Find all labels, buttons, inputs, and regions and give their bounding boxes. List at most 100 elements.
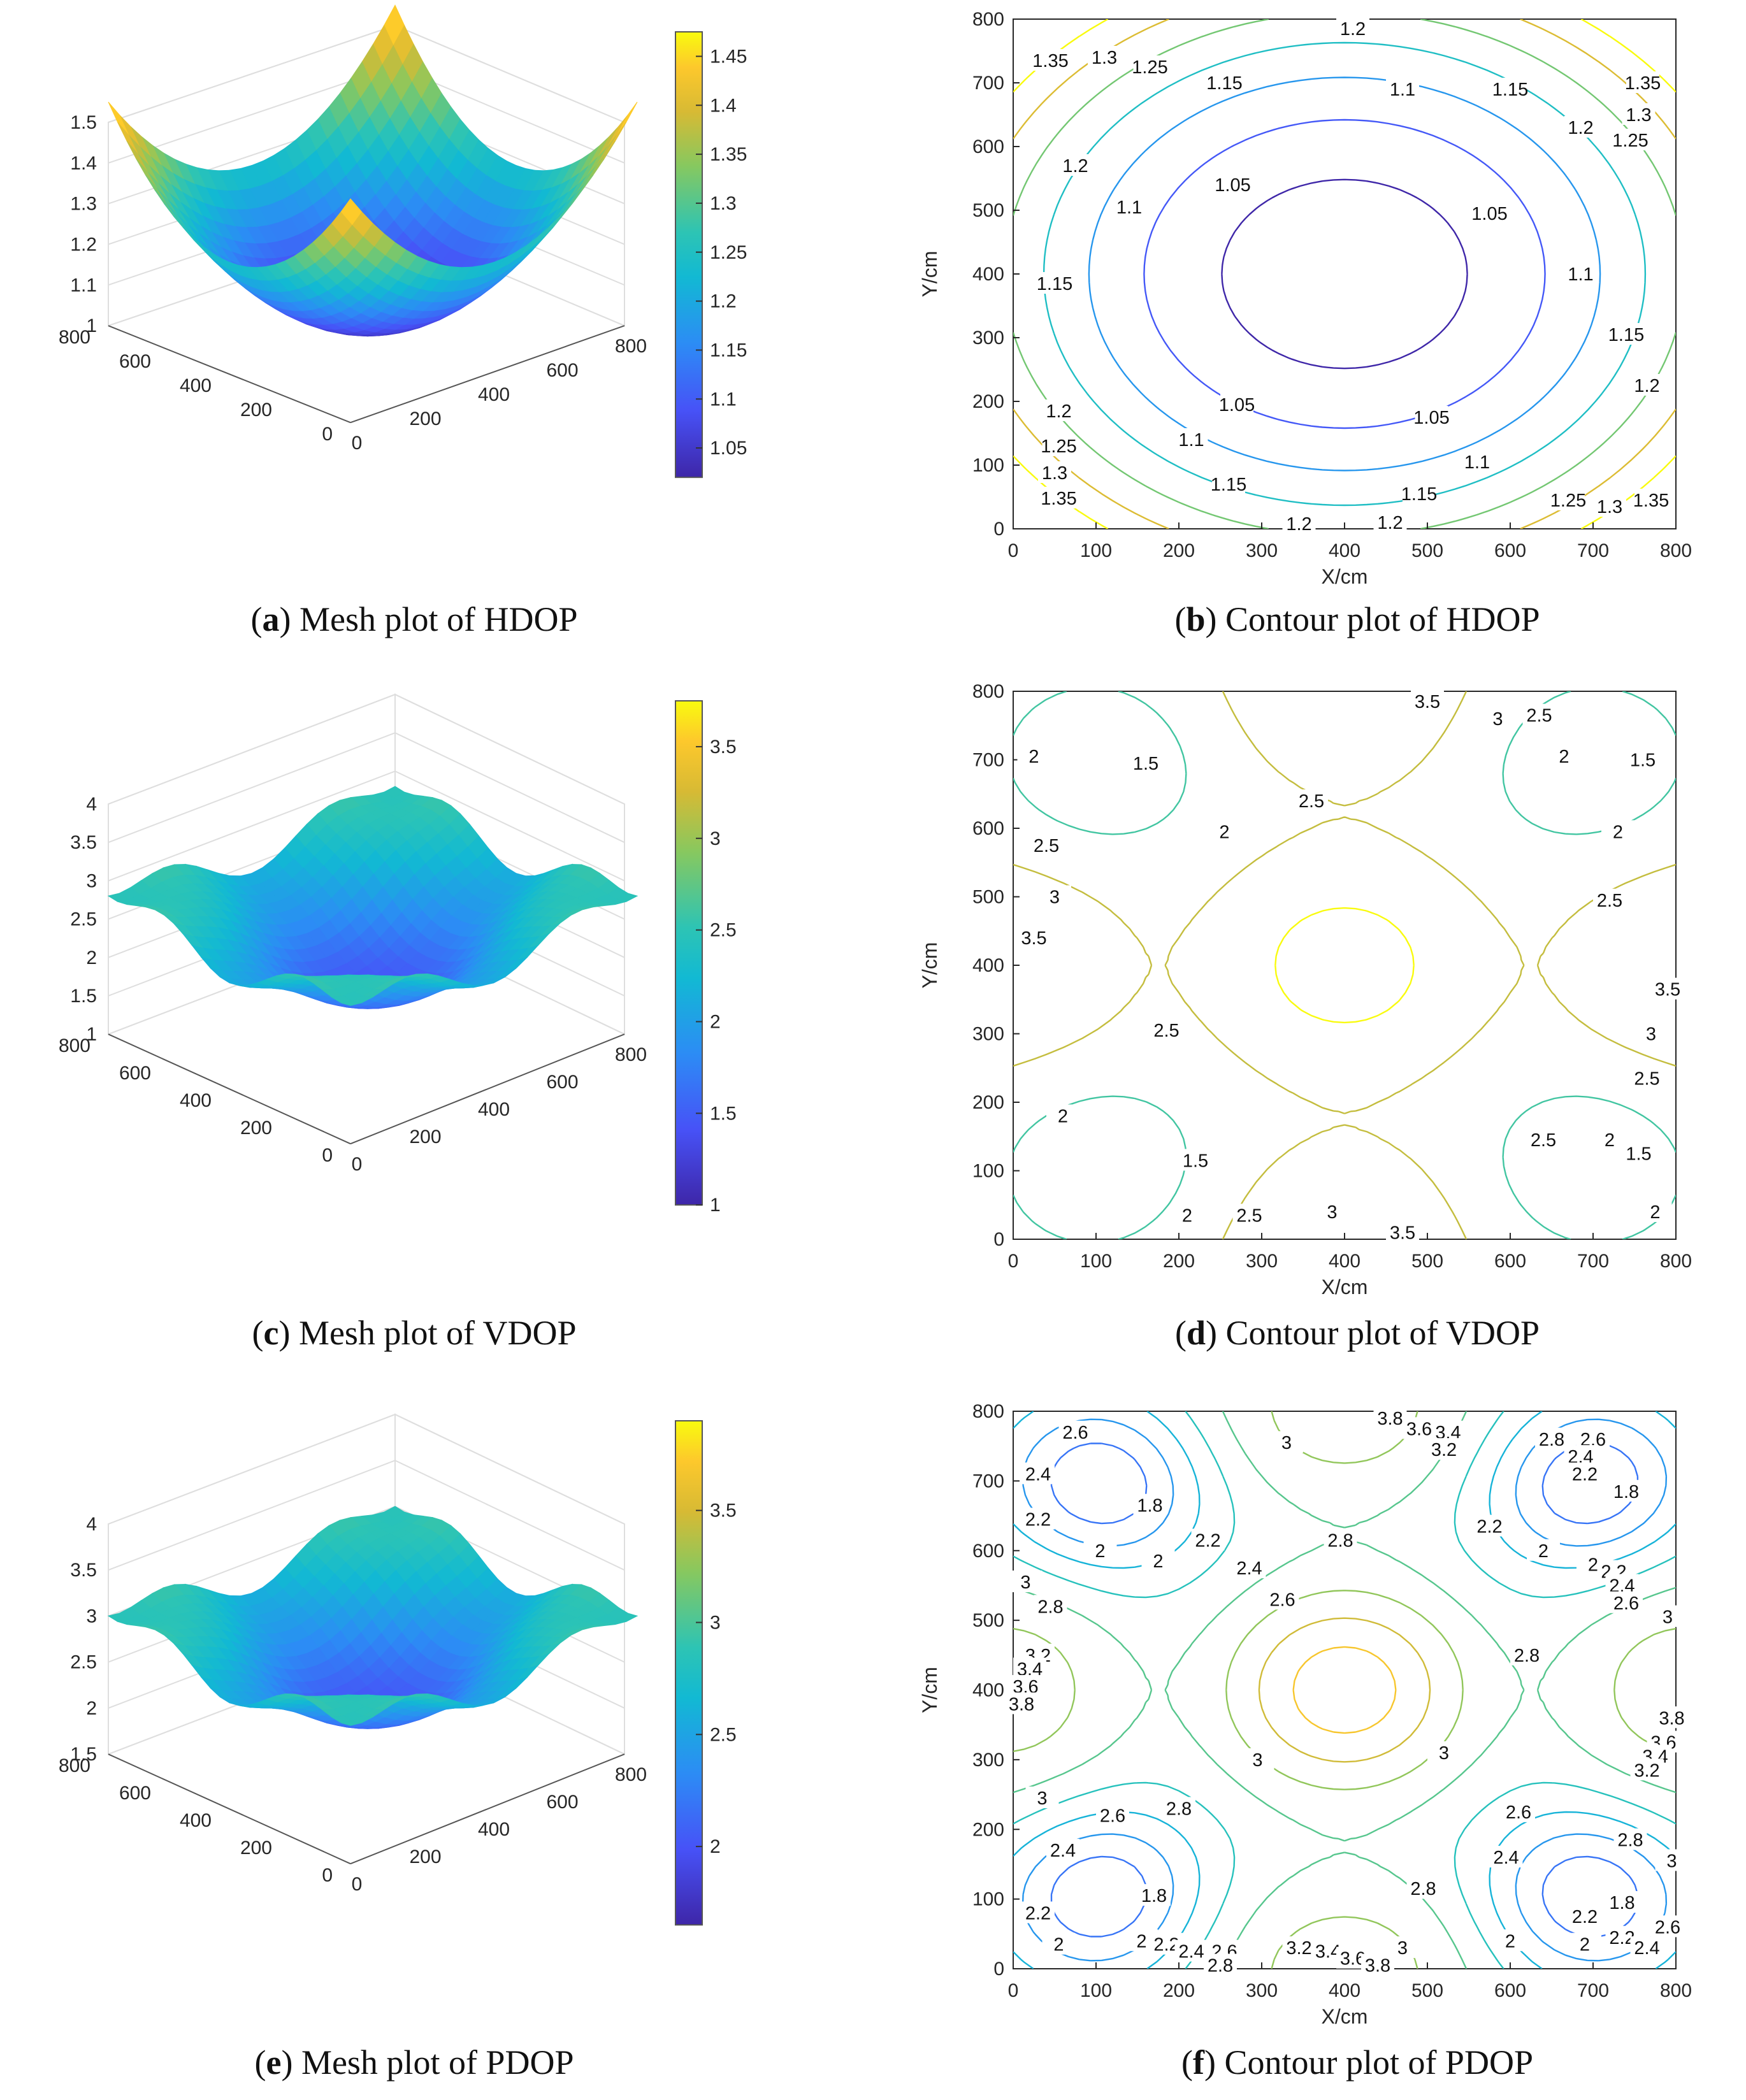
contour-label-bg bbox=[1038, 885, 1071, 907]
contour-label: 1.05 bbox=[1413, 408, 1449, 428]
x-axis-label: X/cm bbox=[1322, 2005, 1368, 2028]
y-tick-label: 200 bbox=[972, 1092, 1004, 1113]
colorbar-tick-label: 2.5 bbox=[710, 1724, 737, 1745]
x-tick-label: 600 bbox=[1494, 540, 1526, 561]
contour-label: 3 bbox=[1037, 1788, 1047, 1809]
colorbar-tick-label: 3 bbox=[710, 1612, 721, 1633]
contour-label: 3 bbox=[1252, 1750, 1262, 1771]
contour-label: 3 bbox=[1020, 1572, 1030, 1593]
contour-label-bg bbox=[1133, 55, 1167, 77]
contour-label-bg bbox=[1593, 888, 1626, 910]
contour-label: 1.2 bbox=[1340, 19, 1366, 40]
y-tick-label: 0 bbox=[322, 1865, 333, 1886]
caption-paren-open: ( bbox=[1174, 600, 1186, 638]
contour-label-bg bbox=[1058, 154, 1092, 176]
y-tick-label: 600 bbox=[972, 818, 1004, 839]
contour-label: 2.8 bbox=[1208, 1956, 1233, 1976]
y-tick-label: 300 bbox=[972, 1024, 1004, 1045]
x-tick-label: 500 bbox=[1411, 1251, 1443, 1272]
contour-label: 2 bbox=[1605, 1130, 1615, 1151]
contour-label-bg bbox=[1021, 1507, 1055, 1530]
z-tick-label: 2.5 bbox=[70, 1652, 97, 1673]
contour-label-bg bbox=[1593, 1128, 1626, 1151]
contour-label: 1.35 bbox=[1633, 491, 1669, 511]
contour-label-bg bbox=[1610, 1591, 1643, 1613]
contour-label: 1.15 bbox=[1037, 274, 1072, 294]
y-tick-label: 200 bbox=[240, 1118, 272, 1139]
y-tick-label: 0 bbox=[322, 424, 333, 445]
contour-label-bg bbox=[1270, 1431, 1303, 1453]
y-tick-label: 300 bbox=[972, 1750, 1004, 1771]
z-tick-label: 1.3 bbox=[70, 194, 97, 215]
contour-label-bg bbox=[1613, 1828, 1647, 1850]
mesh-plot-a: 1 1.1 1.2 1.3 1.4 1.5 0 200 400 600 800 0 200 400 600 8… bbox=[59, 4, 747, 478]
surface-patch bbox=[341, 1000, 362, 1006]
contour-label-bg bbox=[1527, 1539, 1560, 1561]
contour-label: 2.8 bbox=[1514, 1646, 1540, 1666]
contour-level bbox=[1221, 178, 1468, 370]
contour-label-bg bbox=[1030, 833, 1063, 856]
contour-label: 1.25 bbox=[1132, 57, 1167, 78]
contour-label: 1.15 bbox=[1492, 80, 1528, 100]
contour-label-bg bbox=[1216, 173, 1250, 195]
colorbar-tick-label: 1 bbox=[710, 1195, 721, 1216]
contour-label: 2 bbox=[1153, 1551, 1163, 1572]
contour-label: 1.8 bbox=[1137, 1496, 1162, 1516]
contour-label-bg bbox=[1212, 473, 1245, 494]
z-tick-label: 1.4 bbox=[70, 153, 97, 174]
contour-label: 2.8 bbox=[1539, 1430, 1564, 1450]
caption-paren-open: ( bbox=[252, 1314, 264, 1352]
contour-label: 3 bbox=[1050, 888, 1060, 908]
z-tick-label: 4 bbox=[86, 794, 97, 815]
contour-label-bg bbox=[1282, 1936, 1316, 1959]
x-tick-label: 400 bbox=[1329, 1980, 1360, 2001]
x-tick-label: 300 bbox=[1246, 1251, 1278, 1272]
contour-label-bg bbox=[1502, 1800, 1535, 1822]
x-tick-label: 100 bbox=[1080, 540, 1112, 561]
contour-label: 1.5 bbox=[1183, 1151, 1208, 1171]
contour-label: 1.3 bbox=[1092, 48, 1117, 68]
contour-label-bg bbox=[1386, 1221, 1419, 1243]
contour-label: 2 bbox=[1559, 747, 1569, 767]
y-axis-label: Y/cm bbox=[918, 942, 941, 989]
contour-label: 2.2 bbox=[1572, 1907, 1598, 1927]
contour-label-bg bbox=[1361, 1953, 1394, 1976]
contour-label: 1.15 bbox=[1401, 484, 1437, 505]
y-tick-label: 200 bbox=[240, 1838, 272, 1859]
caption-paren-close: ) bbox=[1206, 1314, 1217, 1352]
contour-label-bg bbox=[1610, 323, 1643, 345]
contour-label: 2.4 bbox=[1236, 1558, 1262, 1579]
contour-label-bg bbox=[1630, 1758, 1664, 1781]
contour-label: 1.2 bbox=[1568, 118, 1593, 138]
contour-label-bg bbox=[1651, 977, 1684, 1000]
caption-text: Contour plot of PDOP bbox=[1216, 2043, 1533, 2082]
contour-label-bg bbox=[1564, 116, 1598, 138]
contour-label: 1.5 bbox=[1626, 1144, 1651, 1165]
contour-label-bg bbox=[1021, 1462, 1055, 1485]
x-tick-label: 0 bbox=[1008, 540, 1019, 561]
contour-label: 1.35 bbox=[1041, 489, 1076, 509]
contour-label-bg bbox=[1129, 751, 1162, 773]
contour-label-bg bbox=[1655, 1706, 1689, 1729]
contour-label-bg bbox=[1046, 1104, 1079, 1126]
contour-label: 2 bbox=[1613, 822, 1623, 842]
mesh-plot-e: 1.5 2 2.5 3 3.5 4 0 200 400 600 800 0 200 400 600 800 2 2… bbox=[59, 1413, 737, 1926]
x-tick-label: 700 bbox=[1577, 1980, 1609, 2001]
y-tick-label: 300 bbox=[972, 327, 1004, 349]
y-tick-label: 800 bbox=[59, 1755, 90, 1776]
contour-label-bg bbox=[1403, 482, 1436, 504]
colorbar-tick-label: 3.5 bbox=[710, 737, 737, 758]
contour-label: 3 bbox=[1646, 1025, 1656, 1045]
contour-label: 3.2 bbox=[1431, 1440, 1457, 1460]
x-tick-label: 200 bbox=[1163, 1251, 1195, 1272]
contour-label: 3 bbox=[1663, 1607, 1673, 1628]
contour-label-bg bbox=[1593, 495, 1626, 517]
contour-label: 1.1 bbox=[1178, 430, 1204, 450]
contour-label: 2.6 bbox=[1655, 1917, 1680, 1938]
colorbar-tick-label: 3.5 bbox=[710, 1500, 737, 1521]
y-tick-label: 800 bbox=[59, 1035, 90, 1056]
contour-label: 2 bbox=[1588, 1555, 1598, 1576]
contour-label-bg bbox=[1564, 262, 1598, 284]
contour-label: 3.5 bbox=[1021, 928, 1046, 949]
